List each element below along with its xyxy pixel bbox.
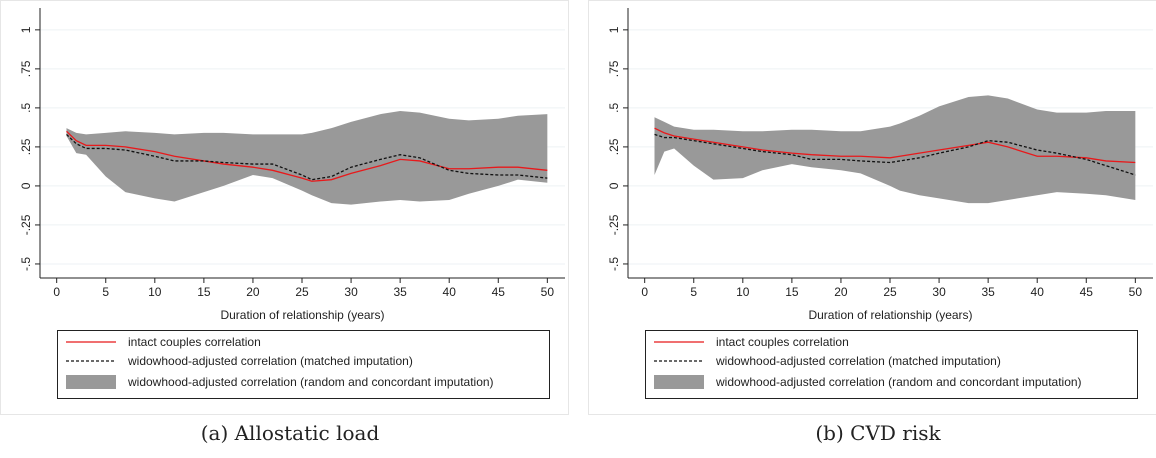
legend-box [645, 330, 1138, 399]
panel-frame [588, 0, 1156, 415]
panel-frame [0, 0, 569, 415]
legend-swatch [66, 375, 116, 389]
x-tick-label: 5 [102, 285, 109, 299]
legend-box [57, 330, 550, 399]
y-tick-label: 0 [19, 182, 33, 189]
y-tick-label: .5 [607, 103, 621, 113]
y-tick-label: 1 [607, 26, 621, 33]
x-tick-label: 45 [1080, 285, 1094, 299]
legend-label: widowhood-adjusted correlation (matched … [127, 354, 413, 368]
series-line [66, 133, 548, 181]
x-axis-label: Duration of relationship (years) [808, 308, 972, 322]
x-tick-label: 35 [981, 285, 995, 299]
series-line [66, 130, 548, 182]
y-tick-label: -.25 [607, 214, 621, 235]
band-area [654, 95, 1136, 204]
legend-label: widowhood-adjusted correlation (matched … [715, 354, 1001, 368]
y-tick-label: .75 [19, 60, 33, 77]
x-tick-label: 40 [1031, 285, 1045, 299]
x-tick-label: 25 [295, 285, 309, 299]
legend-label: intact couples correlation [716, 335, 849, 349]
y-tick-label: .5 [19, 103, 33, 113]
x-tick-label: 25 [883, 285, 897, 299]
x-tick-label: 50 [541, 285, 555, 299]
band-area [66, 111, 548, 205]
series-line [654, 133, 1136, 176]
x-axis-label: Duration of relationship (years) [220, 308, 384, 322]
x-tick-label: 10 [736, 285, 750, 299]
x-tick-label: 35 [393, 285, 407, 299]
legend-swatch [654, 375, 704, 389]
panel-caption: (a) Allostatic load [201, 421, 380, 445]
y-tick-label: -.25 [19, 214, 33, 235]
y-tick-label: 1 [19, 26, 33, 33]
y-tick-label: .75 [607, 60, 621, 77]
x-tick-label: 20 [246, 285, 260, 299]
y-tick-label: -.5 [607, 257, 621, 271]
series-line [654, 127, 1136, 164]
x-tick-label: 0 [641, 285, 648, 299]
x-tick-label: 15 [785, 285, 799, 299]
y-tick-label: -.5 [19, 257, 33, 271]
y-tick-label: .25 [19, 138, 33, 155]
legend-label: intact couples correlation [128, 335, 261, 349]
x-tick-label: 45 [492, 285, 506, 299]
x-tick-label: 0 [53, 285, 60, 299]
x-tick-label: 10 [148, 285, 162, 299]
x-tick-label: 5 [690, 285, 697, 299]
x-tick-label: 50 [1129, 285, 1143, 299]
x-tick-label: 20 [834, 285, 848, 299]
x-tick-label: 30 [932, 285, 946, 299]
panel-caption: (b) CVD risk [815, 421, 941, 445]
x-tick-label: 40 [443, 285, 457, 299]
legend-label: widowhood-adjusted correlation (random a… [127, 375, 494, 389]
x-tick-label: 15 [197, 285, 211, 299]
y-tick-label: 0 [607, 182, 621, 189]
legend-label: widowhood-adjusted correlation (random a… [715, 375, 1082, 389]
x-tick-label: 30 [344, 285, 358, 299]
y-tick-label: .25 [607, 138, 621, 155]
